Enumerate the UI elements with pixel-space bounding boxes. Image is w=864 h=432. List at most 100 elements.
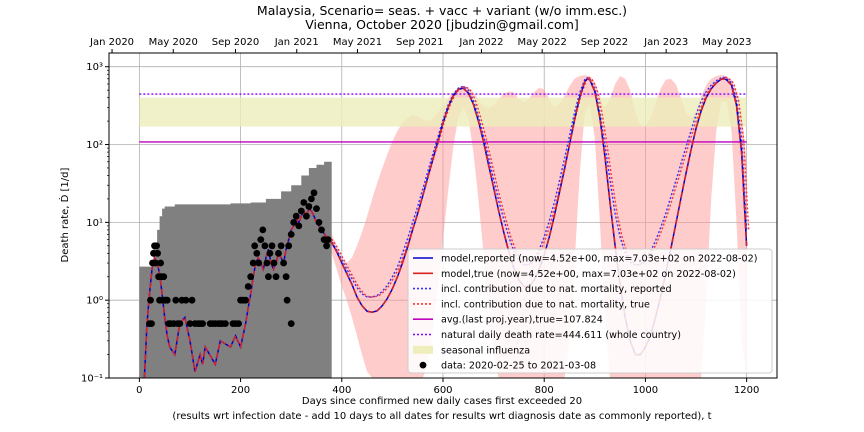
top-tick-label: May 2023 <box>702 37 751 48</box>
legend: model,reported (now=4.52e+00, max=7.03e+… <box>407 248 773 374</box>
legend-label: model,true (now=4.52e+00, max=7.03e+02 o… <box>441 269 736 280</box>
data-point <box>176 320 184 327</box>
data-point <box>313 205 320 213</box>
data-point <box>290 219 298 226</box>
data-point <box>235 320 243 327</box>
data-point <box>251 242 259 250</box>
data-point <box>270 259 278 267</box>
data-point <box>292 212 300 220</box>
data-point <box>199 320 207 327</box>
reference-lines-layer <box>139 93 747 143</box>
data-point <box>300 199 308 206</box>
data-point <box>242 296 250 304</box>
legend-label: model,reported (now=4.52e+00, max=7.03e+… <box>441 254 757 265</box>
data-point <box>147 296 154 304</box>
data-point <box>295 222 303 230</box>
y-tick-label: 10² <box>86 140 103 151</box>
legend-label: seasonal influenza <box>441 345 530 356</box>
x-tick-label: 0 <box>136 385 142 396</box>
legend-label: natural daily death rate=444.611 (whole … <box>441 330 681 341</box>
data-point <box>247 273 255 281</box>
y-axis-ticks: 10⁻¹ 10⁰ 10¹ 10² 10³ <box>81 62 109 385</box>
x-axis-label-line2: (results wrt infection date - add 10 day… <box>172 411 711 422</box>
data-point <box>268 242 276 250</box>
top-tick-label: Sep 2022 <box>581 37 628 48</box>
chart-title-line2: Vienna, October 2020 [jbudzin@gmail.com] <box>305 17 579 32</box>
data-point <box>186 320 194 327</box>
y-tick-label: 10⁻¹ <box>81 374 103 385</box>
data-point <box>163 296 171 304</box>
data-point <box>265 273 272 281</box>
data-point <box>285 242 293 250</box>
natmort-true-curve <box>328 76 750 298</box>
legend-label: avg.(last proj.year),true=107.824 <box>441 315 603 326</box>
data-point <box>277 242 285 250</box>
x-tick-label: 600 <box>433 385 452 396</box>
data-point <box>287 320 295 327</box>
top-tick-label: Sep 2020 <box>212 37 259 48</box>
data-point <box>308 195 315 203</box>
top-date-axis-ticks: Jan 2020 May 2020 Sep 2020 Jan 2021 May 2021… <box>89 37 752 53</box>
data-points-layer <box>146 189 332 327</box>
top-tick-label: May 2020 <box>149 37 198 48</box>
data-point <box>275 249 282 257</box>
data-point <box>297 207 305 215</box>
x-tick-label: 200 <box>231 385 250 396</box>
data-point <box>172 296 180 304</box>
natmort-reported-curve <box>326 76 748 298</box>
data-point <box>152 259 160 267</box>
data-point <box>154 249 162 257</box>
y-tick-label: 10¹ <box>86 218 103 229</box>
data-point <box>157 259 165 267</box>
data-point <box>283 296 291 304</box>
top-tick-label: May 2021 <box>333 37 382 48</box>
data-point <box>282 273 290 281</box>
data-point <box>153 242 161 250</box>
x-axis-ticks: 0 200 400 600 800 1000 1200 <box>136 378 759 396</box>
x-axis-label-line1: Days since confirmed new daily cases fir… <box>302 396 582 407</box>
x-tick-label: 1200 <box>734 385 759 396</box>
y-tick-label: 10³ <box>86 62 103 73</box>
top-tick-label: Sep 2021 <box>396 37 443 48</box>
data-point <box>310 189 318 197</box>
data-point <box>188 296 196 304</box>
top-tick-label: Jan 2020 <box>89 37 134 48</box>
data-point <box>257 236 265 244</box>
legend-swatch <box>413 345 433 354</box>
data-point <box>324 236 332 244</box>
data-point <box>222 320 229 327</box>
data-point <box>305 203 313 210</box>
legend-label: incl. contribution due to nat. mortality… <box>441 284 672 295</box>
data-point <box>244 283 252 290</box>
data-point <box>182 296 190 304</box>
data-point <box>148 320 155 327</box>
x-tick-label: 1000 <box>633 385 658 396</box>
legend-label: data: 2020-02-25 to 2021-03-08 <box>441 361 596 372</box>
x-tick-label: 800 <box>535 385 554 396</box>
data-point <box>160 273 168 281</box>
data-point <box>261 242 269 250</box>
data-point <box>280 259 287 267</box>
x-tick-label: 400 <box>332 385 351 396</box>
data-point <box>259 226 267 234</box>
data-point <box>315 219 323 226</box>
top-tick-label: Jan 2023 <box>643 37 688 48</box>
top-tick-label: Jan 2021 <box>274 37 319 48</box>
top-tick-label: Jan 2022 <box>458 37 503 48</box>
data-point <box>272 273 280 281</box>
top-tick-label: May 2022 <box>518 37 567 48</box>
model-true-curve <box>143 77 748 378</box>
legend-label: incl. contribution due to nat. mortality… <box>441 299 650 310</box>
chart-title-line1: Malaysia, Scenario= seas. + vacc + varia… <box>257 3 627 18</box>
data-point <box>255 259 263 267</box>
data-point <box>266 249 274 257</box>
legend-box <box>407 248 773 374</box>
data-point <box>318 226 325 234</box>
data-point <box>253 249 261 257</box>
data-point <box>287 231 295 238</box>
data-point <box>263 259 271 267</box>
legend-swatch <box>419 361 427 369</box>
data-point <box>303 212 310 220</box>
y-axis-label: Death rate, Ḋ [1/d] <box>58 167 71 262</box>
